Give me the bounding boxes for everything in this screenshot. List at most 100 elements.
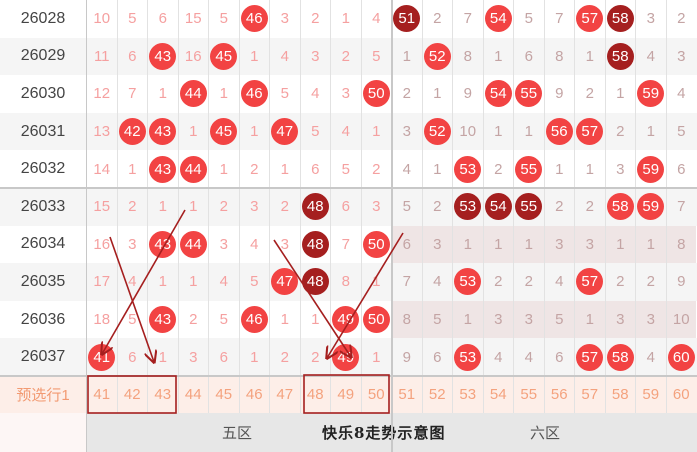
number-ball: 53	[454, 155, 482, 183]
miss-count-cell: 2	[482, 263, 514, 301]
miss-count-cell: 4	[299, 75, 331, 113]
miss-count-cell: 3	[208, 225, 239, 264]
miss-count-cell: 2	[543, 188, 575, 226]
prediction-cell[interactable]: 43	[147, 376, 178, 413]
prediction-cell[interactable]: 60	[665, 376, 697, 413]
miss-count-cell: 1	[238, 37, 270, 76]
drawn-number-cell: 49	[330, 338, 361, 376]
number-ball: 51	[393, 5, 421, 33]
prediction-cell[interactable]: 51	[391, 376, 422, 413]
miss-count-cell: 2	[299, 338, 331, 376]
number-ball: 44	[179, 155, 207, 183]
number-ball: 55	[515, 80, 543, 108]
prediction-cell[interactable]: 44	[177, 376, 209, 413]
prediction-cell[interactable]: 48	[299, 376, 331, 413]
number-ball: 54	[484, 5, 512, 33]
drawn-number-cell: 46	[238, 0, 270, 38]
miss-count-cell: 9	[452, 75, 483, 113]
drawn-number-cell: 43	[147, 112, 178, 151]
miss-count-cell: 4	[543, 263, 575, 301]
miss-count-cell: 9	[391, 338, 422, 376]
prediction-cell[interactable]: 53	[452, 376, 483, 413]
drawn-number-cell: 53	[452, 150, 483, 188]
drawn-number-cell: 59	[635, 188, 666, 226]
drawn-number-cell: 54	[482, 0, 514, 38]
miss-count-cell: 10	[665, 300, 696, 339]
prediction-cell[interactable]: 50	[360, 376, 392, 413]
number-ball: 45	[210, 42, 238, 70]
miss-count-cell: 3	[238, 188, 270, 226]
number-ball: 57	[576, 118, 604, 146]
drawn-number-cell: 50	[360, 300, 392, 339]
drawn-number-cell: 55	[513, 188, 544, 226]
number-ball: 50	[362, 230, 390, 258]
miss-count-cell: 1	[482, 225, 513, 264]
miss-count-cell: 1	[513, 225, 544, 264]
drawn-number-cell: 43	[147, 150, 178, 188]
zone-divider	[391, 0, 393, 452]
miss-count-cell: 10	[86, 0, 117, 38]
miss-count-cell: 2	[238, 150, 270, 188]
miss-count-cell: 1	[116, 150, 148, 188]
miss-count-cell: 6	[330, 188, 361, 226]
prediction-cell[interactable]: 41	[86, 376, 117, 413]
number-ball: 47	[271, 268, 299, 296]
miss-count-cell: 1	[482, 112, 514, 151]
drawn-number-cell: 60	[665, 338, 697, 376]
drawn-number-cell: 58	[604, 37, 636, 76]
prediction-cell[interactable]: 54	[482, 376, 514, 413]
number-ball: 59	[637, 155, 665, 183]
miss-count-cell: 4	[513, 338, 544, 376]
number-ball: 52	[423, 118, 451, 146]
miss-count-cell: 2	[482, 150, 514, 188]
miss-count-cell: 1	[635, 225, 666, 264]
number-ball: 59	[637, 80, 665, 108]
table-row: 26028 10 5 6 15 5 46 3 2 1 4 51 2 7 54 5 7 57 58 3 2	[0, 0, 697, 38]
table-row: 26037 41 6 1 3 6 1 2 2 49 1 9 6 53 4 4 6 57 58 4 60	[0, 338, 697, 376]
prediction-cell[interactable]: 47	[269, 376, 300, 413]
miss-count-cell: 1	[391, 37, 422, 76]
prediction-cell[interactable]: 45	[208, 376, 239, 413]
prediction-cell[interactable]: 59	[635, 376, 666, 413]
miss-count-cell: 1	[330, 0, 361, 38]
prediction-cell[interactable]: 42	[116, 376, 148, 413]
miss-count-cell: 1	[147, 338, 178, 376]
drawn-number-cell: 54	[482, 75, 514, 113]
miss-count-cell: 1	[299, 300, 331, 339]
prediction-cell[interactable]: 52	[421, 376, 453, 413]
miss-count-cell: 1	[147, 75, 178, 113]
drawn-number-cell: 51	[391, 0, 422, 38]
number-ball: 45	[210, 118, 238, 146]
miss-count-cell: 5	[360, 37, 392, 76]
column-divider	[86, 0, 87, 452]
prediction-cell[interactable]: 56	[543, 376, 575, 413]
drawn-number-cell: 47	[269, 112, 300, 151]
miss-count-cell: 1	[208, 150, 239, 188]
prediction-cell[interactable]: 55	[513, 376, 544, 413]
prediction-cell[interactable]: 49	[330, 376, 361, 413]
miss-count-cell: 2	[208, 188, 239, 226]
miss-count-cell: 5	[513, 0, 544, 38]
number-ball: 49	[332, 343, 360, 371]
miss-count-cell: 7	[665, 188, 697, 226]
miss-count-cell: 5	[299, 112, 331, 151]
miss-count-cell: 1	[360, 112, 392, 151]
miss-count-cell: 9	[543, 75, 575, 113]
prediction-cell[interactable]: 46	[238, 376, 270, 413]
miss-count-cell: 5	[665, 112, 697, 151]
miss-count-cell: 2	[421, 188, 453, 226]
miss-count-cell: 2	[177, 300, 209, 339]
miss-count-cell: 17	[86, 263, 117, 301]
miss-count-cell: 2	[665, 0, 697, 38]
number-ball: 54	[484, 80, 512, 108]
miss-count-cell: 2	[635, 263, 666, 301]
miss-count-cell: 3	[604, 300, 635, 339]
number-ball: 50	[362, 80, 390, 108]
prediction-cell[interactable]: 58	[604, 376, 636, 413]
number-ball: 59	[637, 193, 665, 221]
row-group-divider	[0, 187, 697, 189]
number-ball: 43	[149, 118, 177, 146]
number-ball: 53	[454, 343, 482, 371]
miss-count-cell: 4	[116, 263, 148, 301]
prediction-cell[interactable]: 57	[574, 376, 605, 413]
